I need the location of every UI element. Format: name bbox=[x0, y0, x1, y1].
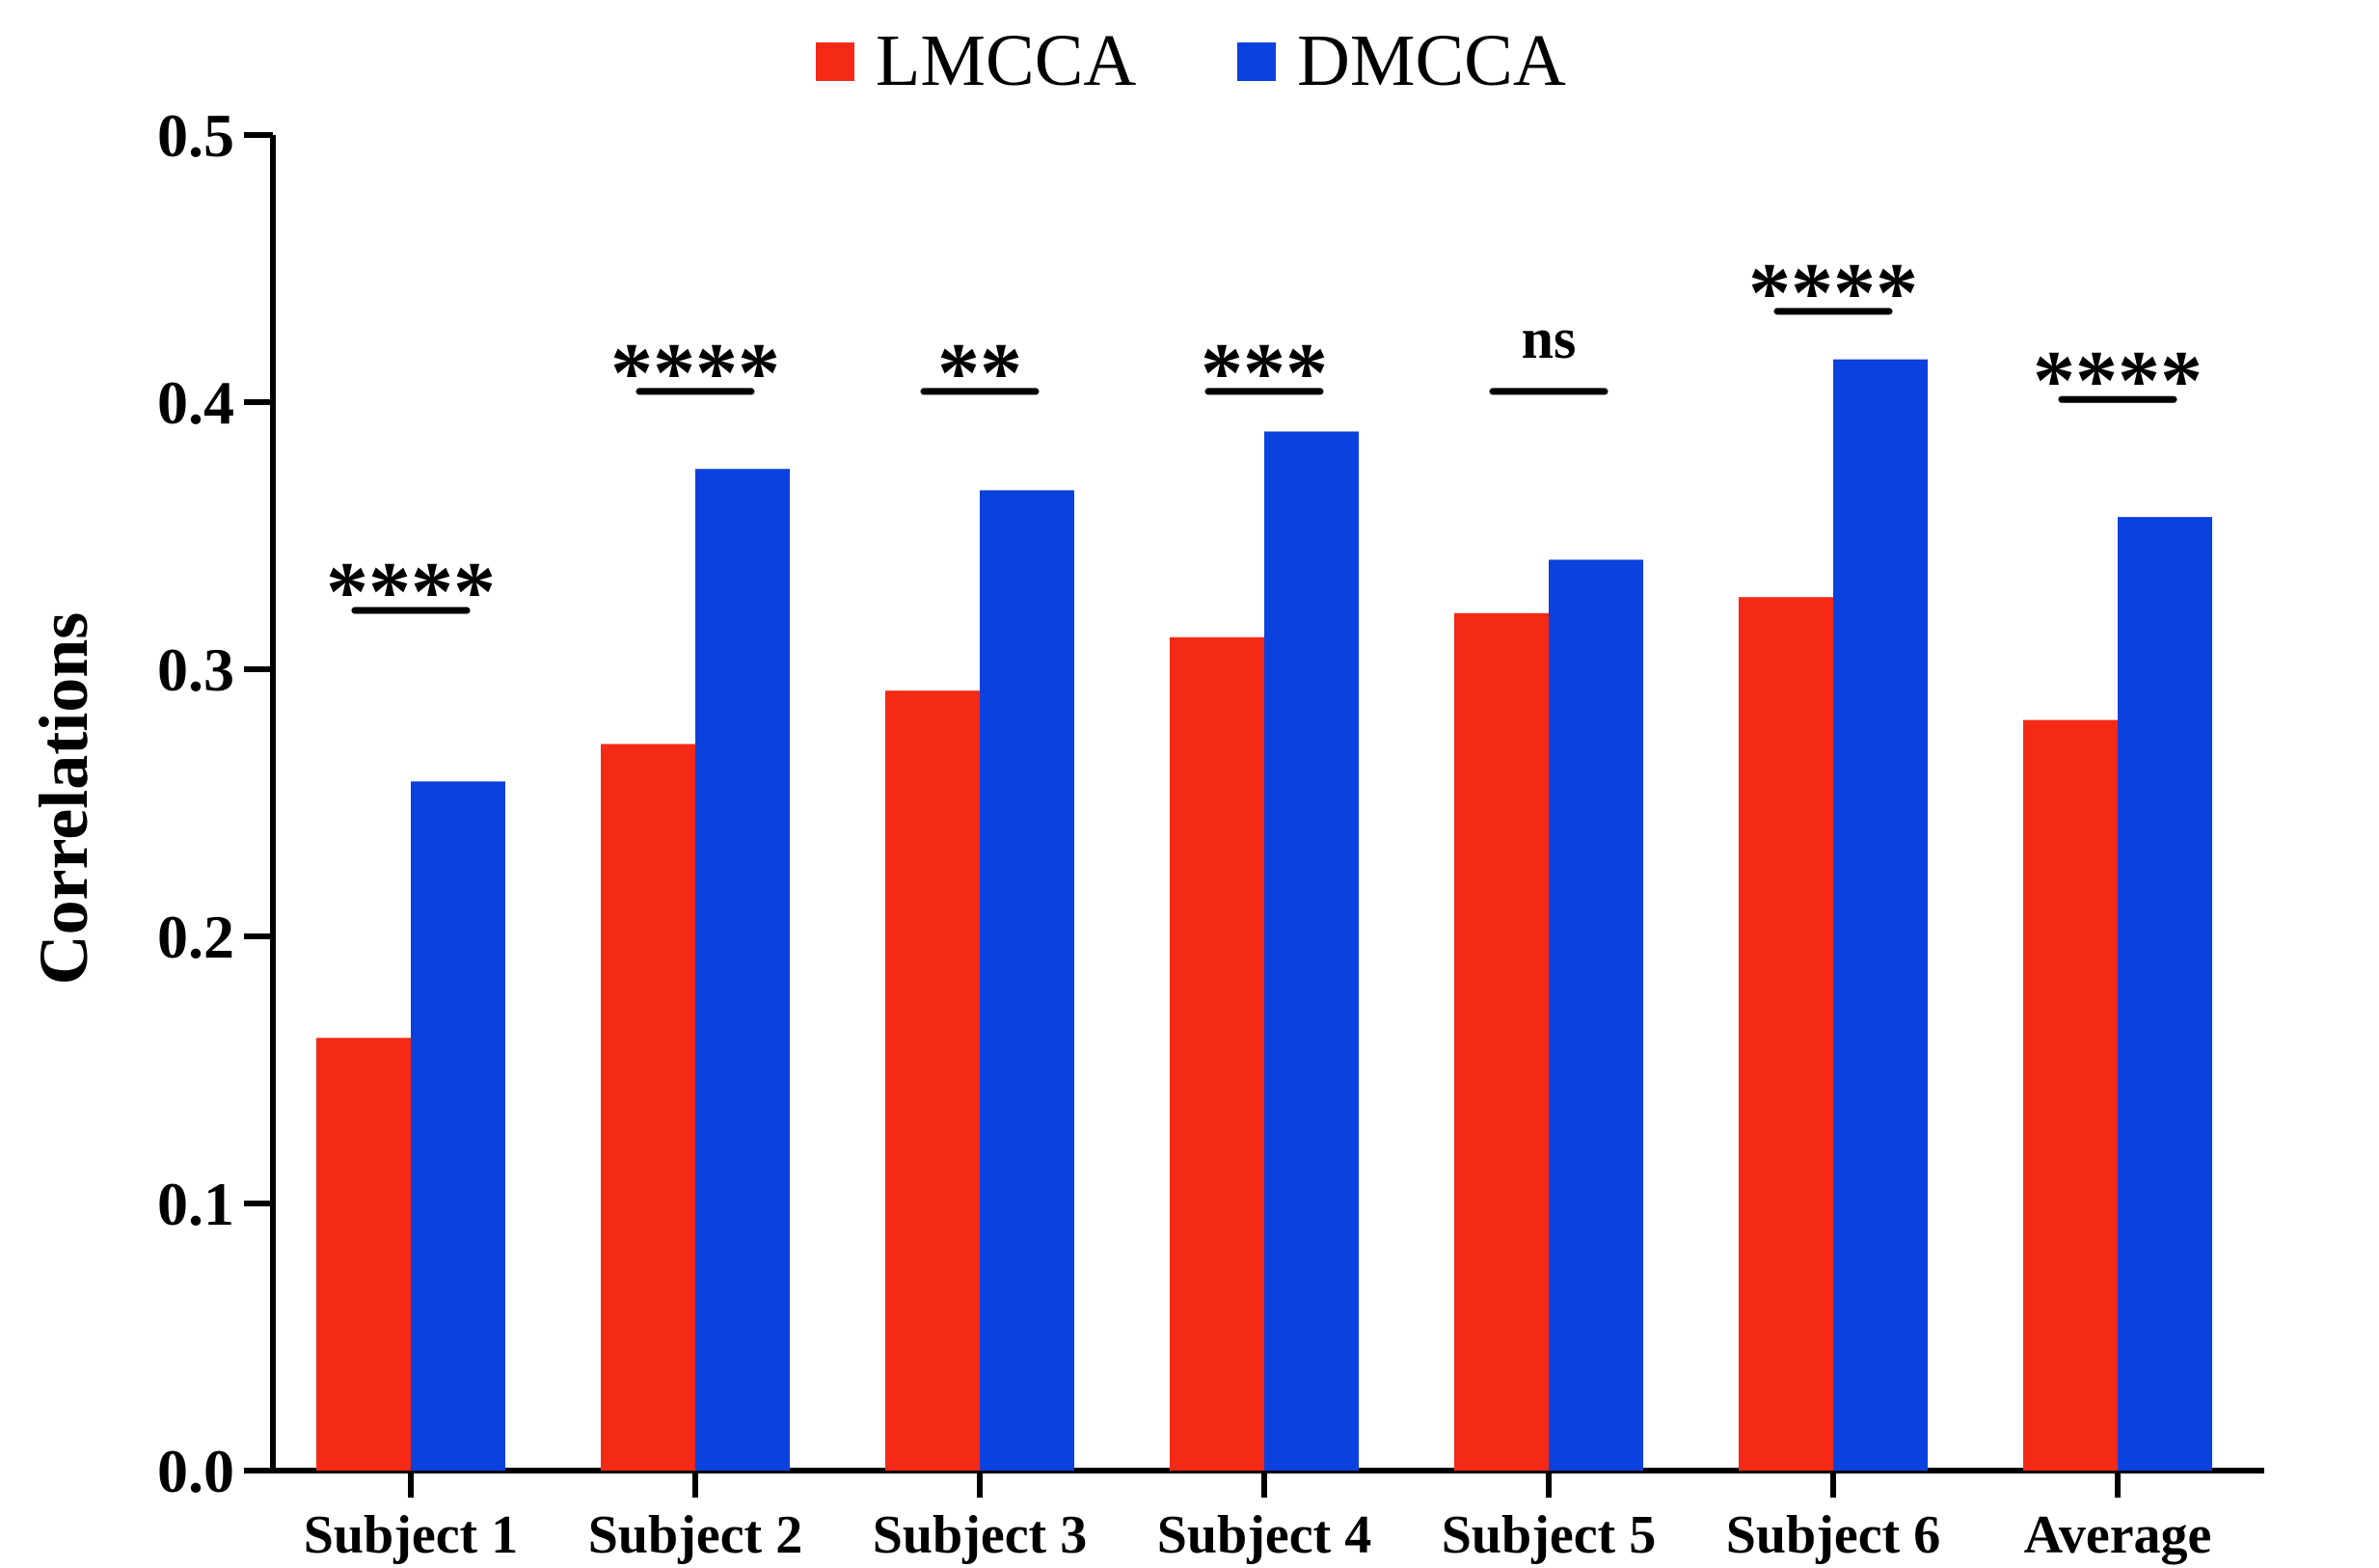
bar-lmcca-subject-4 bbox=[1170, 636, 1264, 1471]
x-tick-label: Subject 4 bbox=[1157, 1505, 1371, 1565]
x-tick-label: Average bbox=[2024, 1505, 2212, 1565]
legend-swatch-lmcca bbox=[816, 42, 854, 81]
x-tick-label: Subject 5 bbox=[1442, 1505, 1656, 1565]
legend-swatch-dmcca bbox=[1237, 42, 1276, 81]
y-tick-label: 0.2 bbox=[157, 903, 234, 971]
y-tick-label: 0.4 bbox=[157, 368, 234, 437]
bar-dmcca-subject-4 bbox=[1264, 431, 1359, 1472]
bar-dmcca-subject-1 bbox=[411, 781, 505, 1471]
y-tick-label: 0.1 bbox=[157, 1170, 234, 1238]
y-tick-label: 0.0 bbox=[157, 1437, 234, 1505]
bar-lmcca-subject-5 bbox=[1454, 612, 1549, 1471]
significance-label: *** bbox=[1201, 327, 1328, 420]
y-tick-label: 0.3 bbox=[157, 635, 234, 704]
significance-label: ** bbox=[937, 327, 1022, 420]
significance-label: **** bbox=[2033, 335, 2203, 428]
bar-dmcca-subject-5 bbox=[1549, 559, 1643, 1471]
legend-label-dmcca: DMCCA bbox=[1297, 20, 1566, 101]
x-tick-label: Subject 3 bbox=[873, 1505, 1087, 1565]
significance-label: ns bbox=[1522, 307, 1577, 370]
bar-dmcca-subject-6 bbox=[1833, 359, 1928, 1472]
bar-lmcca-subject-6 bbox=[1739, 597, 1833, 1471]
y-axis-title: Correlations bbox=[25, 612, 102, 986]
y-tick-label: 0.5 bbox=[157, 101, 234, 170]
bar-lmcca-average bbox=[2023, 719, 2118, 1471]
significance-annotations: ******** ** *** ns ******** bbox=[326, 247, 2203, 639]
x-tick-label: Subject 6 bbox=[1726, 1505, 1940, 1565]
x-tick-label: Subject 1 bbox=[304, 1505, 518, 1565]
bar-lmcca-subject-2 bbox=[601, 743, 695, 1471]
y-axis: 0.0 0.1 0.2 0.3 0.4 0.5 bbox=[157, 101, 276, 1505]
bars bbox=[316, 359, 2212, 1472]
legend-label-lmcca: LMCCA bbox=[876, 20, 1136, 101]
significance-label: **** bbox=[326, 546, 496, 639]
bar-dmcca-subject-3 bbox=[980, 490, 1074, 1471]
bar-dmcca-subject-2 bbox=[695, 469, 790, 1471]
x-axis: Subject 1 Subject 2 Subject 3 Subject 4 Subj… bbox=[270, 1468, 2264, 1565]
bar-lmcca-subject-1 bbox=[316, 1038, 411, 1471]
legend: LMCCA DMCCA bbox=[816, 20, 1566, 101]
bar-lmcca-subject-3 bbox=[885, 690, 980, 1471]
significance-label: **** bbox=[610, 327, 780, 420]
x-tick-label: Subject 2 bbox=[588, 1505, 802, 1565]
bar-dmcca-average bbox=[2118, 517, 2212, 1471]
significance-label: **** bbox=[1748, 247, 1918, 340]
